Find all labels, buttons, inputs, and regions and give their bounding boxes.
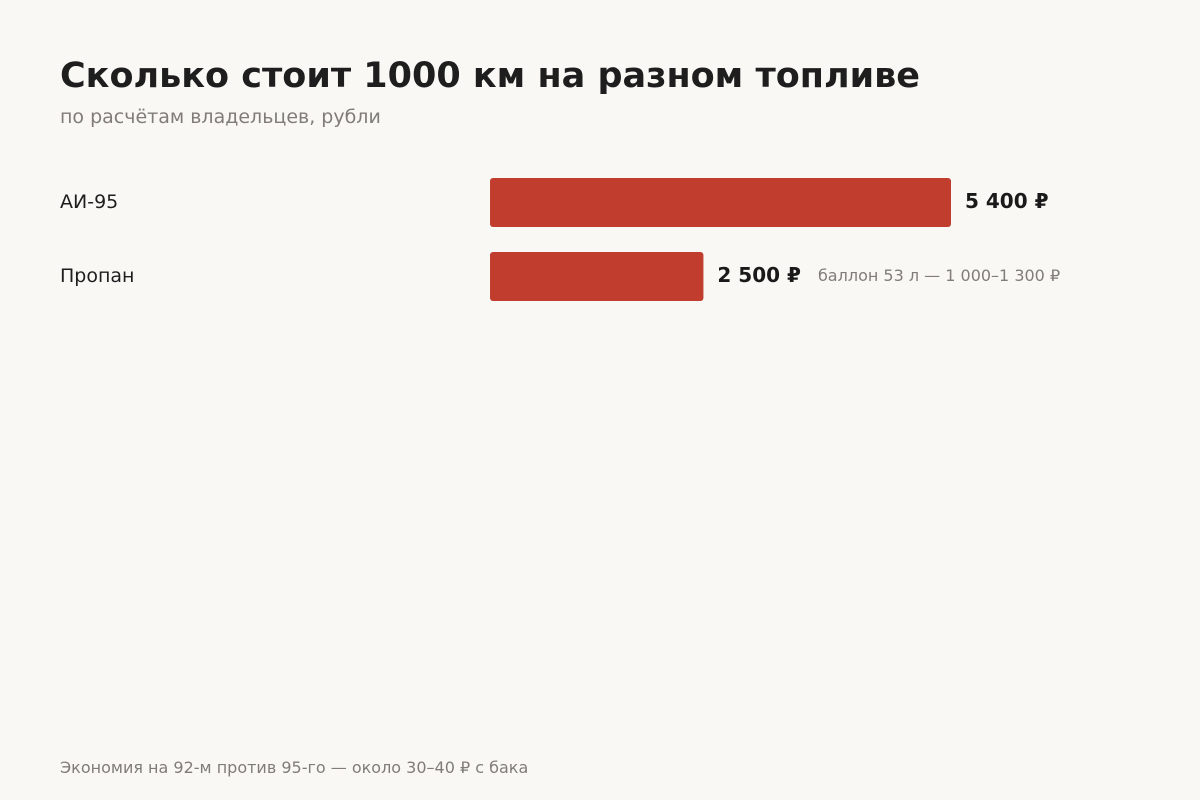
bar — [490, 252, 704, 301]
category-label: Пропан — [60, 265, 134, 287]
chart-subtitle: по расчётам владельцев, рубли — [60, 106, 381, 128]
bar — [490, 178, 951, 227]
chart-footnote: Экономия на 92-м против 95-го — около 30… — [60, 758, 529, 777]
annotation-label: баллон 53 л — 1 000–1 300 ₽ — [818, 266, 1060, 285]
bar-row: Пропан 2 500 ₽ баллон 53 л — 1 000–1 300 ₽ — [60, 252, 1060, 301]
value-label: 2 500 ₽ — [717, 263, 801, 287]
value-label: 5 400 ₽ — [965, 189, 1049, 213]
chart-title: Сколько стоит 1000 км на разном топливе — [60, 56, 921, 96]
bar-row: АИ-95 5 400 ₽ — [60, 178, 1049, 227]
category-label: АИ-95 — [60, 191, 118, 213]
